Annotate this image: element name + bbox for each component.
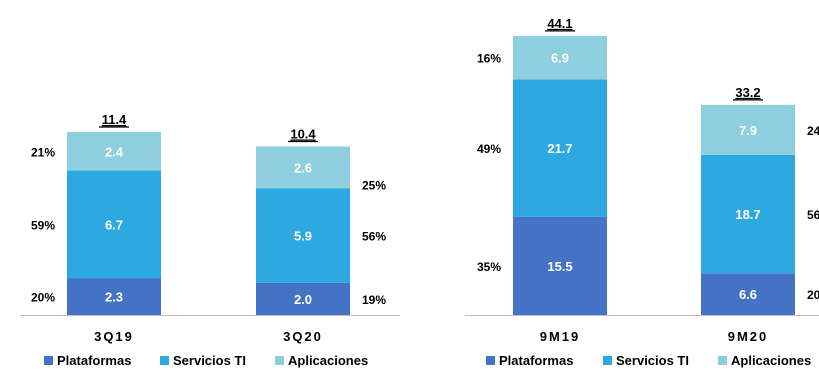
bar-nm-9m20-servicios-ti [701, 154, 795, 274]
share-label-nm-9m19-2: 16% [477, 52, 501, 66]
legend-label-nm-servicios-ti: Servicios TI [616, 353, 689, 368]
legend-label-nm-plataformas: Plataformas [499, 353, 573, 368]
total-label-nm-9m19: 44.1 [547, 16, 572, 31]
value-label-q-3q19-1: 6.7 [105, 217, 123, 232]
bar-nm-9m19-plataformas [513, 216, 607, 315]
value-label-q-3q20-2: 2.6 [294, 160, 312, 175]
x-tick-nm-9m19: 9M19 [540, 329, 581, 344]
share-label-q-3q20-1: 56% [362, 230, 386, 244]
value-label-q-3q19-0: 2.3 [105, 290, 123, 305]
legend-swatch-q-servicios-ti [160, 356, 169, 365]
value-label-nm-9m20-2: 7.9 [739, 123, 757, 138]
value-label-nm-9m19-2: 6.9 [551, 51, 569, 66]
total-label-q-3q20: 10.4 [290, 126, 316, 141]
total-label-q-3q19: 11.4 [102, 112, 127, 127]
bar-q-3q20-servicios-ti [256, 188, 350, 283]
chart-nine-months: 15.5 35% 21.7 49% 6.9 16% 44.1 9M19 6.6 20% 18.7 56… [410, 0, 819, 371]
share-label-nm-9m20-1: 56% [807, 208, 819, 222]
bar-nm-9m19-servicios-ti [513, 79, 607, 217]
value-label-nm-9m19-0: 15.5 [547, 259, 572, 274]
x-tick-q-3q20: 3Q20 [283, 329, 323, 344]
x-tick-q-3q19: 3Q19 [94, 329, 134, 344]
value-label-q-3q20-1: 5.9 [294, 229, 312, 244]
legend-swatch-q-aplicaciones [275, 356, 284, 365]
legend-label-q-servicios-ti: Servicios TI [173, 353, 246, 368]
legend-swatch-q-plataformas [44, 356, 53, 365]
share-label-nm-9m20-2: 24% [807, 124, 819, 138]
value-label-nm-9m19-1: 21.7 [547, 141, 572, 156]
bar-nm-9m19-aplicaciones [513, 35, 607, 80]
x-tick-nm-9m20: 9M20 [728, 329, 769, 344]
bar-nm-9m20-aplicaciones [701, 104, 795, 155]
legend-swatch-nm-servicios-ti [603, 356, 612, 365]
bar-q-3q20-plataformas [256, 282, 350, 315]
legend-swatch-nm-aplicaciones [718, 356, 727, 365]
share-label-q-3q19-1: 59% [31, 218, 55, 232]
chart-quarterly-svg: 2.3 20% 6.7 59% 2.4 21% 11.4 3Q19 2.0 19% 5.9 56% 2.… [20, 112, 400, 368]
legend-label-nm-aplicaciones: Aplicaciones [731, 353, 811, 368]
bar-q-3q19-servicios-ti [67, 170, 161, 279]
bar-nm-9m20-plataformas [701, 273, 795, 315]
value-label-q-3q20-0: 2.0 [294, 292, 312, 307]
share-label-q-3q19-0: 20% [31, 291, 55, 305]
share-label-q-3q20-0: 19% [362, 293, 386, 307]
share-label-nm-9m19-0: 35% [477, 260, 501, 274]
chart-nine-months-svg: 15.5 35% 21.7 49% 6.9 16% 44.1 9M19 6.6 20% 18.7 56… [465, 16, 819, 368]
value-label-nm-9m20-1: 18.7 [735, 207, 760, 222]
bar-q-3q19-plataformas [67, 278, 161, 315]
legend-label-q-plataformas: Plataformas [57, 353, 131, 368]
legend-swatch-nm-plataformas [486, 356, 495, 365]
value-label-nm-9m20-0: 6.6 [739, 287, 757, 302]
chart-quarterly: 2.3 20% 6.7 59% 2.4 21% 11.4 3Q19 2.0 19% 5.9 56% 2.… [20, 112, 400, 368]
bar-q-3q19-aplicaciones [67, 132, 161, 171]
share-label-q-3q20-2: 25% [362, 178, 386, 192]
value-label-q-3q19-2: 2.4 [105, 144, 124, 159]
bar-q-3q20-aplicaciones [256, 146, 350, 189]
share-label-nm-9m20-0: 20% [807, 288, 819, 302]
share-label-nm-9m19-1: 49% [477, 142, 501, 156]
share-label-q-3q19-2: 21% [31, 145, 55, 159]
legend-label-q-aplicaciones: Aplicaciones [288, 353, 368, 368]
total-label-nm-9m20: 33.2 [735, 85, 760, 100]
